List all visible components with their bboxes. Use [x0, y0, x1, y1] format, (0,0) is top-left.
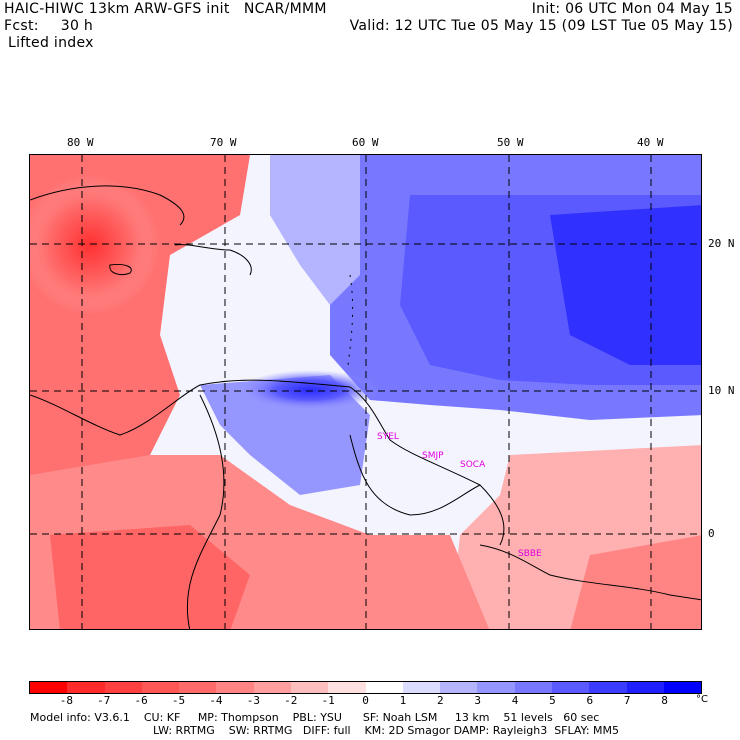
colorbar-swatch: [514, 682, 552, 693]
colorbar-tick-label: -7: [97, 694, 111, 707]
colorbar-swatch: [589, 682, 627, 693]
colorbar-tick-label: -4: [209, 694, 223, 707]
lat-label-10n: 10 N: [708, 384, 735, 397]
colorbar-tick-label: 8: [661, 694, 668, 707]
colorbar-swatch: [30, 682, 68, 693]
stable-band-n: [270, 155, 360, 305]
coast-cuba: [30, 185, 185, 226]
colorbar-swatch: [290, 682, 329, 693]
lat-label-0: 0: [708, 527, 715, 540]
model-info-line-2: LW: RRTMG SW: RRTMG DIFF: full KM: 2D Sm…: [153, 724, 619, 737]
unstable-core-west: [30, 175, 160, 315]
colorbar-tick-label: -1: [321, 694, 335, 707]
coast-brazil-north: [479, 544, 701, 601]
colorbar-swatch: [365, 682, 403, 693]
colorbar-swatch: [253, 682, 291, 693]
colorbar-swatch: [216, 682, 254, 693]
colorbar-tick-label: 2: [436, 694, 444, 707]
colorbar-tick-label: 7: [623, 694, 631, 707]
colorbar-tick-label: -3: [246, 694, 260, 707]
colorbar-swatch: [663, 682, 702, 693]
colorbar-tick-label: 4: [511, 694, 519, 707]
coast-hispaniola: [174, 244, 252, 276]
stable-max-ne: [550, 205, 701, 365]
colorbar-tick-label: 6: [586, 694, 594, 707]
colorbar-swatch: [440, 682, 478, 693]
lon-label-80w: 80 W: [67, 136, 94, 149]
colorbar-tick-label: -5: [171, 694, 186, 707]
valid-time: Valid: 12 UTC Tue 05 May 15 (09 LST Tue …: [349, 18, 733, 34]
graticule: [30, 155, 701, 629]
colorbar-swatch: [626, 682, 664, 693]
station-label-syel: SYEL: [377, 432, 399, 442]
colorbar-swatch: [328, 682, 366, 693]
station-label-smjp: SMJP: [422, 451, 444, 461]
fcst-value: 30 h: [60, 18, 94, 34]
colorbar-unit: °C: [696, 694, 708, 705]
unstable-core-se: [570, 535, 701, 629]
border-venezuela-colombia: [186, 394, 225, 629]
lon-label-50w: 50 W: [497, 136, 524, 149]
colorbar-swatch: [477, 682, 515, 693]
colorbar-swatch: [402, 682, 441, 693]
colorbar-swatch: [179, 682, 217, 693]
colorbar-swatch: [67, 682, 105, 693]
lon-label-40w: 40 W: [637, 136, 664, 149]
colorbar-swatch: [141, 682, 180, 693]
lesser-antilles: [347, 274, 354, 366]
station-label-sbbe: SBBE: [518, 549, 542, 559]
stable-core-caribbean-coast: [240, 370, 380, 410]
lon-label-60w: 60 W: [352, 136, 379, 149]
coast-north-south-america: [30, 379, 505, 546]
coast-jamaica: [109, 264, 132, 276]
model-title: HAIC-HIWC 13km ARW-GFS init NCAR/MMM: [4, 1, 327, 17]
init-time: Init: 06 UTC Mon 04 May 15: [531, 1, 733, 17]
unstable-core-south-america: [50, 525, 250, 629]
colorbar-tick-label: 0: [362, 694, 369, 707]
map-svg: [30, 155, 701, 629]
colorbar-swatch: [551, 682, 590, 693]
colorbar-tick-label: -6: [134, 694, 148, 707]
lifted-index-map: [29, 154, 702, 630]
lon-label-70w: 70 W: [210, 136, 237, 149]
lat-label-20n: 20 N: [708, 237, 735, 250]
colorbar-tick-label: -8: [59, 694, 73, 707]
model-info-line-1: Model info: V3.6.1 CU: KF MP: Thompson P…: [30, 711, 600, 724]
colorbar-tick-label: -2: [284, 694, 298, 707]
colorbar-tick-label: 1: [399, 694, 407, 707]
field-name: Lifted index: [8, 35, 94, 51]
station-label-soca: SOCA: [460, 460, 486, 470]
border-guianas: [349, 434, 481, 516]
forecast-hour: Fcst: 30 h: [4, 18, 93, 34]
fcst-label: Fcst:: [4, 18, 39, 34]
colorbar-tick-label: 5: [549, 694, 556, 707]
colorbar-tick-label: 3: [474, 694, 481, 707]
coastlines: [30, 185, 701, 629]
colorbar-swatch: [104, 682, 142, 693]
colorbar: [29, 681, 702, 694]
